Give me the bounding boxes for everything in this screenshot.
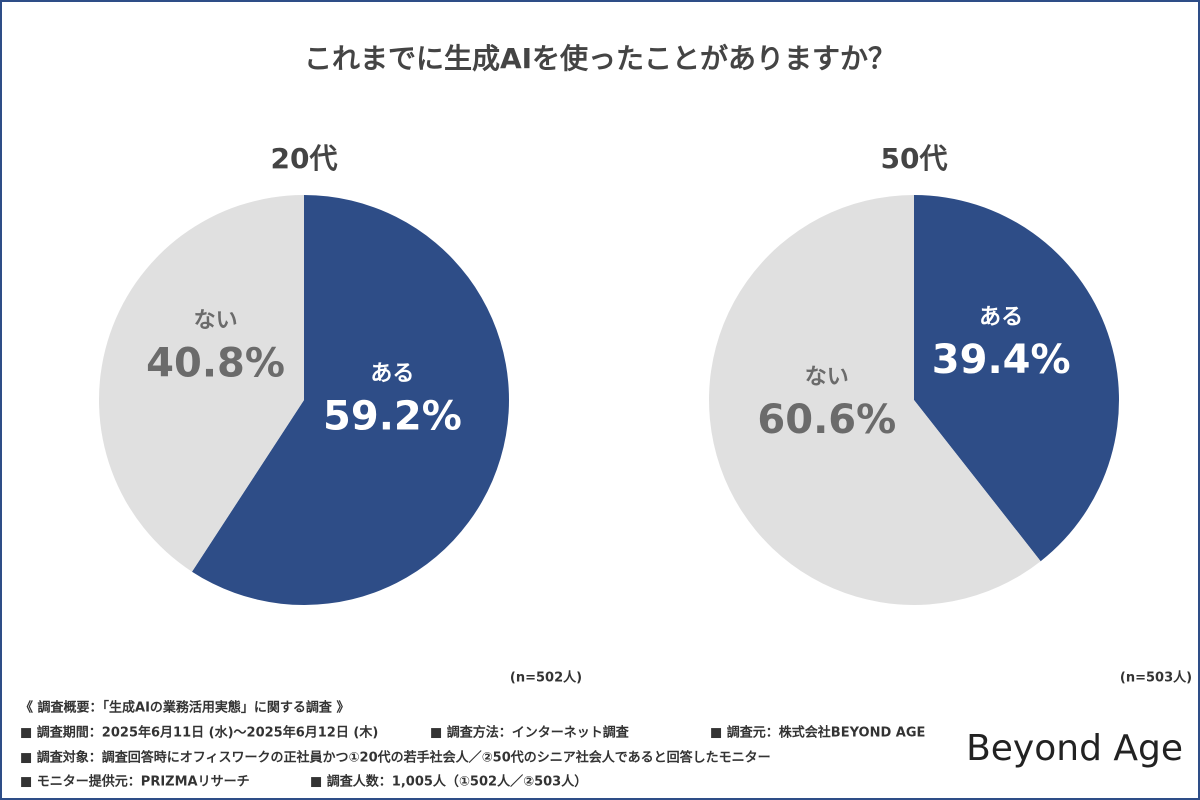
notes-item: ■ 調査対象：調査回答時にオフィスワークの正社員かつ①20代の若手社会人／②50… — [20, 750, 771, 766]
notes-item: ■ 調査元：株式会社BEYOND AGE — [710, 725, 925, 741]
pie-slice — [709, 195, 1041, 605]
pie-title: 20代 — [271, 142, 338, 175]
notes-heading: 《 調査概要：「生成AIの業務活用実態」に関する調査 》 — [20, 700, 349, 716]
notes-item: ■ モニター提供元：PRIZMAリサーチ — [20, 774, 250, 790]
notes-item: ■ 調査期間：2025年6月11日 (水)〜2025年6月12日 (木) — [20, 725, 378, 741]
slice-category: ある — [370, 361, 414, 386]
pie-slice — [99, 195, 305, 572]
main-title: これまでに生成AIを使ったことがありますか？ — [304, 42, 896, 75]
slice-value-label: 59.2% — [323, 393, 462, 439]
slice-value-label: 39.4% — [932, 337, 1071, 383]
pie-slice — [914, 195, 1120, 562]
notes-item: ■ 調査方法：インターネット調査 — [430, 725, 630, 741]
notes-item: ■ 調査人数：1,005人（①502人／②503人） — [310, 774, 587, 790]
pie-slice — [191, 195, 509, 605]
slice-value-label: 60.6% — [757, 397, 896, 443]
slice-category: ない — [805, 365, 849, 390]
brand-logo: Beyond Age — [966, 728, 1183, 769]
pie-title: 50代 — [881, 142, 948, 175]
sample-size: (n=503人) — [1120, 670, 1192, 686]
sample-size: (n=502人) — [510, 670, 582, 686]
slice-value-label: 40.8% — [146, 341, 285, 387]
slice-category: ある — [979, 305, 1023, 330]
slice-category: ない — [194, 309, 238, 334]
